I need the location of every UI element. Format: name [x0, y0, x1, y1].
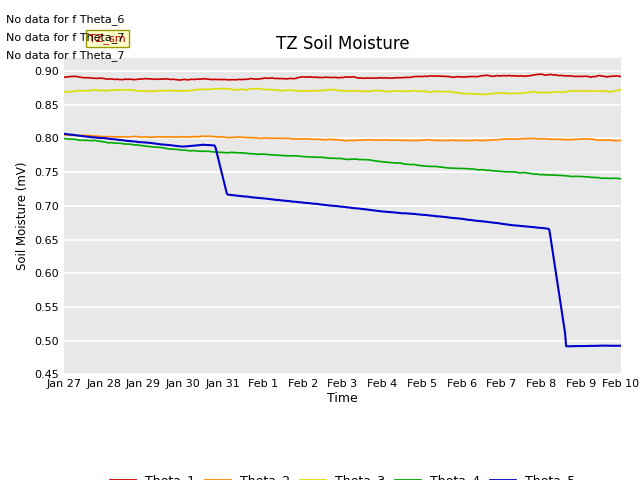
Text: No data for f Theta_7: No data for f Theta_7	[6, 32, 125, 43]
Legend: Theta_1, Theta_2, Theta_3, Theta_4, Theta_5: Theta_1, Theta_2, Theta_3, Theta_4, Thet…	[104, 469, 580, 480]
Text: No data for f Theta_6: No data for f Theta_6	[6, 13, 125, 24]
Title: TZ Soil Moisture: TZ Soil Moisture	[276, 35, 409, 53]
X-axis label: Time: Time	[327, 392, 358, 405]
Text: TZ_sm: TZ_sm	[89, 33, 125, 44]
Y-axis label: Soil Moisture (mV): Soil Moisture (mV)	[16, 162, 29, 270]
Text: No data for f Theta_7: No data for f Theta_7	[6, 50, 125, 61]
